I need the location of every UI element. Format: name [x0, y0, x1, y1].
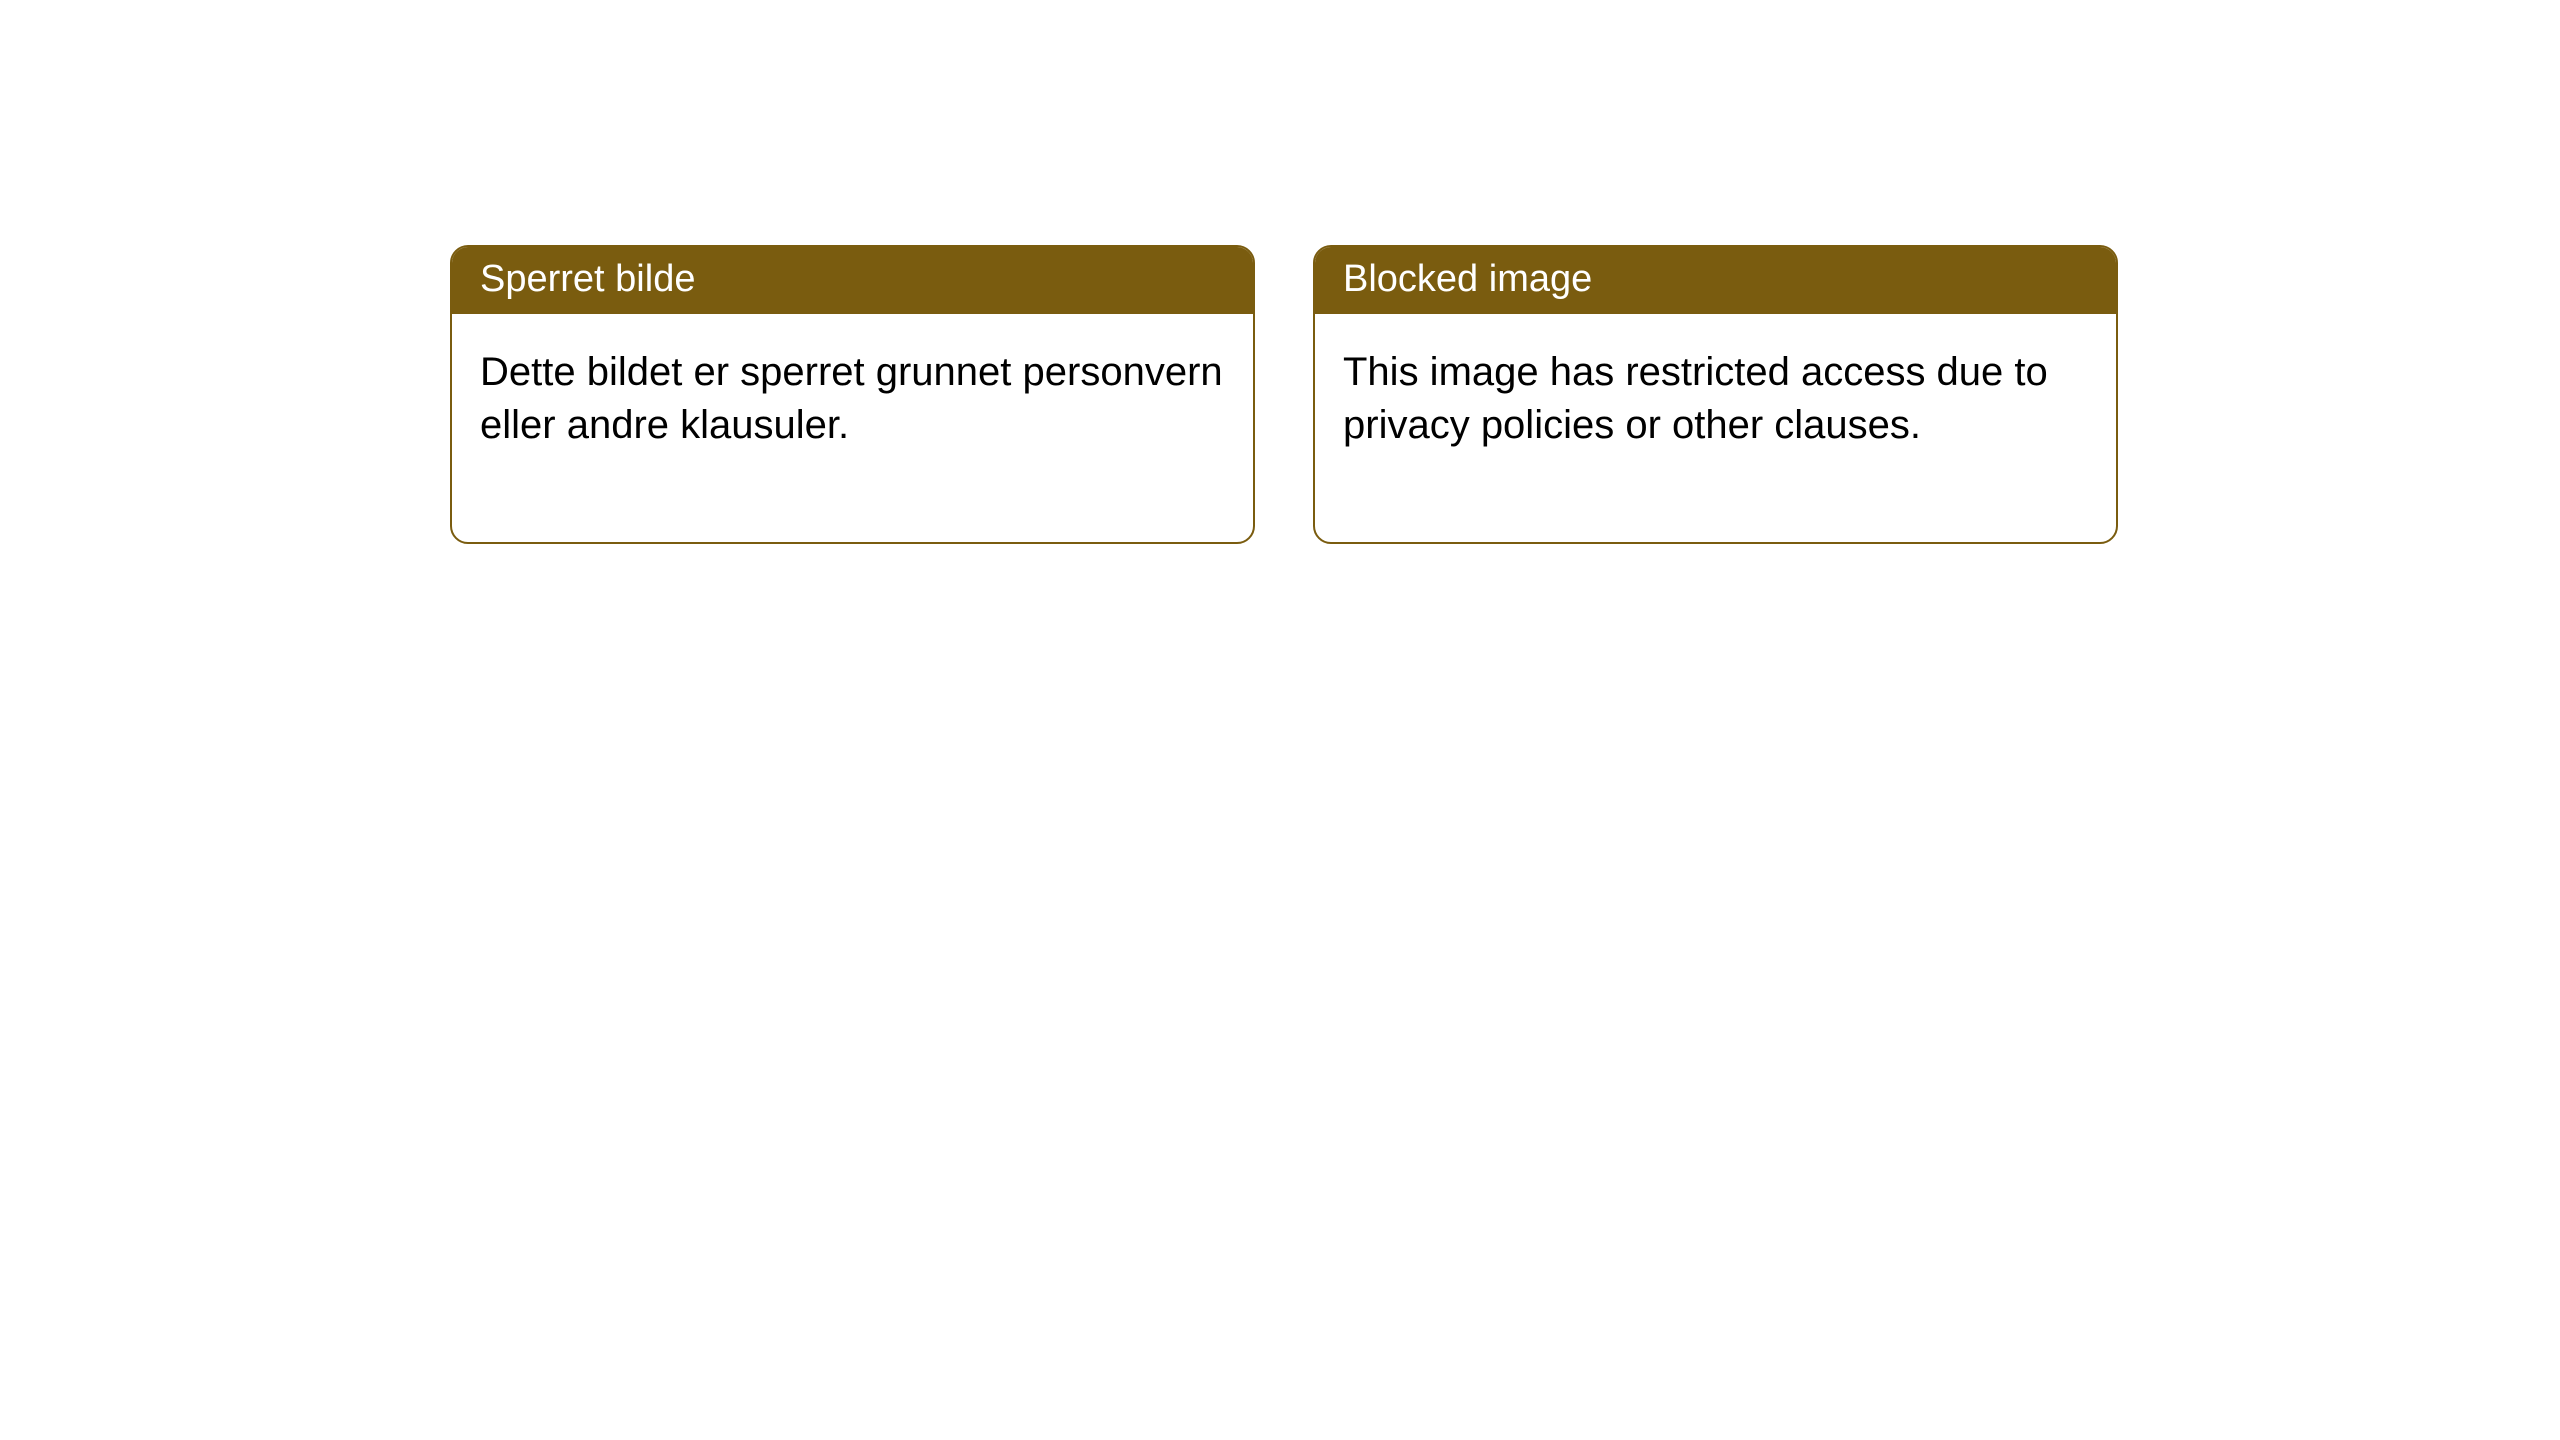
notice-card-norwegian: Sperret bilde Dette bildet er sperret gr… — [450, 245, 1255, 544]
notice-title-norwegian: Sperret bilde — [452, 247, 1253, 314]
notice-container: Sperret bilde Dette bildet er sperret gr… — [0, 0, 2560, 544]
notice-card-english: Blocked image This image has restricted … — [1313, 245, 2118, 544]
notice-title-english: Blocked image — [1315, 247, 2116, 314]
notice-body-english: This image has restricted access due to … — [1315, 314, 2116, 542]
notice-body-norwegian: Dette bildet er sperret grunnet personve… — [452, 314, 1253, 542]
